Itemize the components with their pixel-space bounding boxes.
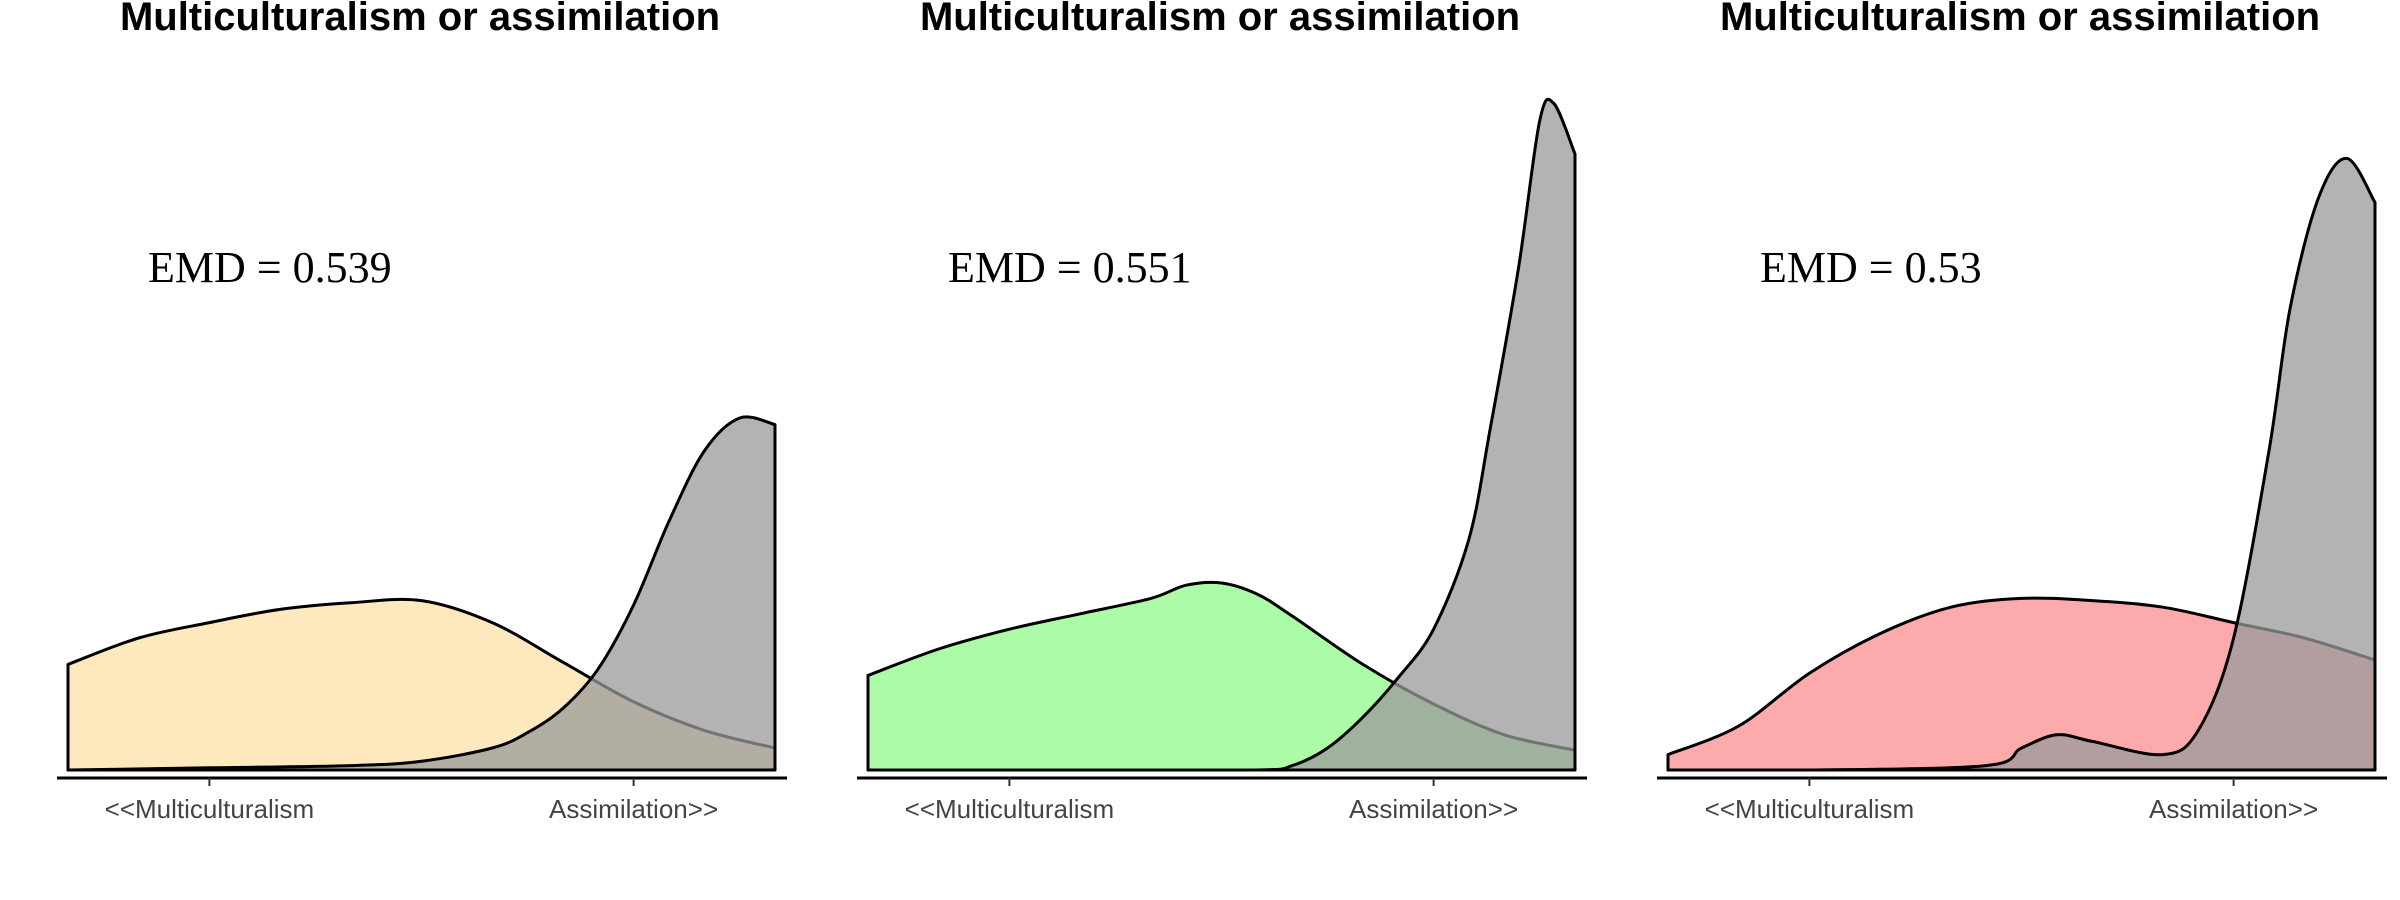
chart-title: Multiculturalism or assimilation xyxy=(1720,0,2320,39)
x-tick-label: Assimilation>> xyxy=(549,794,718,824)
chart-title: Multiculturalism or assimilation xyxy=(920,0,1520,39)
emd-annotation: EMD = 0.539 xyxy=(148,243,392,292)
chart-panel-2: Multiculturalism or assimilation <<Multic… xyxy=(857,0,1587,824)
density-area-2 xyxy=(1666,156,2377,772)
chart-panel-3: Multiculturalism or assimilation <<Multic… xyxy=(1657,0,2387,824)
emd-annotation: EMD = 0.551 xyxy=(948,243,1192,292)
emd-annotation: EMD = 0.53 xyxy=(1760,243,1982,292)
x-tick-label: <<Multiculturalism xyxy=(905,794,1115,824)
density-area-2 xyxy=(66,415,777,772)
chart-panel-1: Multiculturalism or assimilation <<Multic… xyxy=(57,0,787,824)
chart-title: Multiculturalism or assimilation xyxy=(120,0,720,39)
x-tick-label: <<Multiculturalism xyxy=(1705,794,1915,824)
x-tick-label: Assimilation>> xyxy=(2149,794,2318,824)
x-tick-label: Assimilation>> xyxy=(1349,794,1518,824)
x-tick-label: <<Multiculturalism xyxy=(105,794,315,824)
density-area-2 xyxy=(866,97,1577,772)
